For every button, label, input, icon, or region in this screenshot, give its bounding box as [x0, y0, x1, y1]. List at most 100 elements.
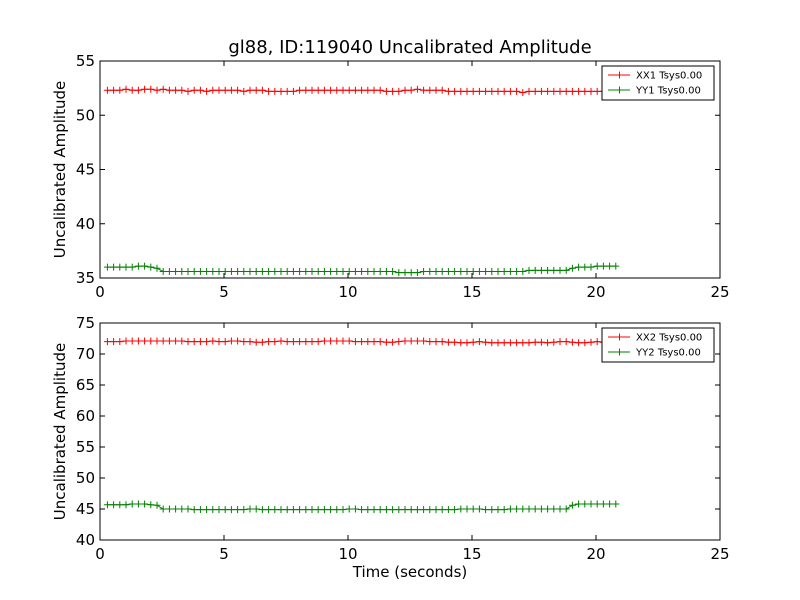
data-point	[420, 506, 428, 514]
data-point	[246, 268, 254, 275]
data-point	[296, 86, 304, 94]
data-point	[165, 268, 173, 275]
data-point	[320, 86, 328, 94]
data-point	[165, 86, 173, 94]
data-point	[116, 263, 124, 271]
x-tick-label: 20	[586, 283, 605, 301]
data-point	[240, 338, 248, 346]
data-point	[339, 86, 347, 94]
data-point	[252, 86, 260, 94]
data-point	[203, 87, 211, 95]
data-point	[271, 268, 279, 275]
data-point	[196, 86, 204, 94]
y-tick-label: 35	[76, 269, 95, 287]
data-point	[562, 87, 570, 95]
data-point	[339, 337, 347, 345]
data-point	[277, 268, 285, 275]
data-point	[382, 268, 390, 275]
data-point	[550, 266, 558, 274]
data-point	[147, 337, 155, 345]
series-2-1	[103, 337, 620, 347]
data-point	[153, 337, 161, 345]
data-point	[612, 500, 620, 508]
data-point	[265, 87, 273, 95]
data-point	[537, 505, 545, 513]
data-point	[252, 338, 260, 346]
data-point	[296, 268, 304, 275]
data-point	[494, 87, 502, 95]
data-point	[444, 506, 452, 514]
data-point	[568, 264, 576, 272]
chart-title: gl88, ID:119040 Uncalibrated Amplitude	[228, 37, 591, 58]
data-point	[525, 266, 533, 274]
data-point	[457, 87, 465, 95]
data-point	[209, 268, 217, 275]
data-point	[314, 86, 322, 94]
data-point	[165, 505, 173, 513]
y-tick-label: 65	[76, 376, 95, 394]
data-point	[575, 500, 583, 508]
data-point	[500, 87, 508, 95]
data-point	[475, 505, 483, 513]
data-point	[134, 337, 142, 345]
y-tick-label: 50	[76, 469, 95, 487]
data-point	[475, 338, 483, 346]
data-point	[128, 263, 136, 271]
legend-label: YY1 Tsys0.00	[635, 86, 701, 97]
legend-marker	[616, 71, 623, 79]
data-point	[469, 505, 477, 513]
legend-box	[601, 65, 715, 101]
data-point	[389, 87, 397, 95]
data-point	[215, 338, 223, 346]
data-point	[420, 268, 428, 275]
data-point	[568, 501, 576, 509]
data-point	[537, 266, 545, 274]
data-point	[407, 337, 415, 345]
data-point	[401, 86, 409, 94]
data-point	[227, 268, 235, 275]
data-point	[395, 87, 403, 95]
data-point	[556, 505, 564, 513]
x-tick-label: 5	[219, 545, 229, 563]
data-point	[184, 268, 192, 275]
data-point	[159, 337, 167, 345]
data-point	[451, 338, 459, 346]
data-point	[265, 338, 273, 346]
data-point	[265, 506, 273, 514]
data-point	[234, 86, 242, 94]
data-point	[110, 86, 118, 94]
data-point	[128, 86, 136, 94]
data-point	[351, 86, 359, 94]
data-point	[103, 338, 111, 346]
data-point	[252, 268, 260, 275]
data-point	[147, 263, 155, 271]
data-point	[382, 506, 390, 514]
y-tick-label: 70	[76, 345, 95, 363]
data-point	[575, 339, 583, 347]
data-point	[438, 506, 446, 514]
data-point	[147, 501, 155, 509]
data-point	[258, 506, 266, 514]
data-point	[519, 268, 527, 275]
data-point	[395, 269, 403, 277]
data-point	[314, 338, 322, 346]
data-point	[482, 506, 490, 514]
data-point	[370, 338, 378, 346]
legend-marker	[616, 348, 623, 356]
legend-label: XX1 Tsys0.00	[636, 71, 702, 82]
data-point	[196, 338, 204, 346]
data-point	[556, 87, 564, 95]
data-point	[333, 268, 341, 275]
data-point	[469, 268, 477, 275]
data-point	[420, 86, 428, 94]
data-point	[519, 89, 527, 96]
data-point	[308, 506, 316, 514]
data-point	[147, 85, 155, 93]
data-point	[376, 338, 384, 346]
data-point	[581, 500, 589, 508]
series-2-2	[103, 500, 620, 514]
data-point	[413, 337, 421, 345]
data-point	[401, 506, 409, 514]
data-point	[122, 337, 130, 345]
data-point	[382, 87, 390, 95]
